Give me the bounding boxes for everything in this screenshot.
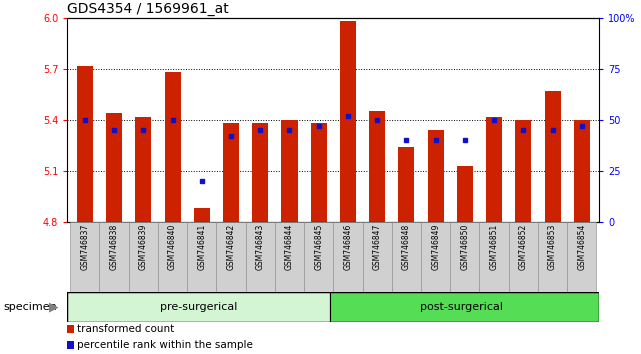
Text: GSM746842: GSM746842 (226, 224, 235, 270)
Text: GSM746847: GSM746847 (372, 224, 381, 270)
Bar (281, 120, 297, 222)
Bar (217, 222, 246, 292)
Bar (129, 222, 158, 292)
Bar (574, 120, 590, 222)
Bar (479, 222, 509, 292)
Text: GSM746848: GSM746848 (402, 224, 411, 270)
Text: GSM746850: GSM746850 (460, 224, 469, 270)
Text: GSM746849: GSM746849 (431, 224, 440, 270)
Text: GSM746841: GSM746841 (197, 224, 206, 270)
Text: GSM746853: GSM746853 (548, 224, 557, 270)
Bar (187, 222, 217, 292)
Bar (311, 124, 327, 222)
Text: specimen: specimen (3, 302, 57, 312)
Bar (333, 222, 363, 292)
Bar (567, 222, 596, 292)
Bar (106, 113, 122, 222)
Bar (67, 325, 74, 333)
Bar (158, 222, 187, 292)
Text: GSM746843: GSM746843 (256, 224, 265, 270)
Bar (544, 91, 561, 222)
Bar (428, 130, 444, 222)
Text: GSM746839: GSM746839 (139, 224, 148, 270)
Bar (246, 222, 275, 292)
Bar (509, 222, 538, 292)
Bar (135, 116, 151, 222)
Text: GSM746854: GSM746854 (578, 224, 587, 270)
Bar (223, 124, 239, 222)
Text: post-surgerical: post-surgerical (420, 302, 503, 312)
Bar (67, 341, 74, 349)
Bar (515, 120, 531, 222)
Text: GSM746838: GSM746838 (110, 224, 119, 270)
Bar (304, 222, 333, 292)
Bar (67, 292, 330, 322)
Bar (457, 166, 473, 222)
Text: transformed count: transformed count (77, 324, 174, 335)
Text: GSM746845: GSM746845 (314, 224, 323, 270)
Bar (194, 209, 210, 222)
Text: GSM746852: GSM746852 (519, 224, 528, 270)
Bar (99, 222, 129, 292)
Bar (340, 21, 356, 222)
Bar (398, 147, 415, 222)
Bar (392, 222, 421, 292)
Text: GSM746840: GSM746840 (168, 224, 177, 270)
Bar (275, 222, 304, 292)
Bar (252, 124, 269, 222)
Text: GSM746844: GSM746844 (285, 224, 294, 270)
Text: percentile rank within the sample: percentile rank within the sample (77, 340, 253, 350)
Text: GSM746851: GSM746851 (490, 224, 499, 270)
Text: GSM746837: GSM746837 (80, 224, 89, 270)
Bar (165, 73, 181, 222)
Text: GSM746846: GSM746846 (344, 224, 353, 270)
Bar (369, 112, 385, 222)
Bar (330, 292, 599, 322)
Bar (71, 222, 99, 292)
Bar (363, 222, 392, 292)
Text: ▶: ▶ (49, 301, 59, 314)
Bar (77, 65, 93, 222)
Bar (486, 116, 502, 222)
Text: pre-surgerical: pre-surgerical (160, 302, 238, 312)
Bar (450, 222, 479, 292)
Bar (421, 222, 450, 292)
Text: GDS4354 / 1569961_at: GDS4354 / 1569961_at (67, 1, 229, 16)
Bar (538, 222, 567, 292)
